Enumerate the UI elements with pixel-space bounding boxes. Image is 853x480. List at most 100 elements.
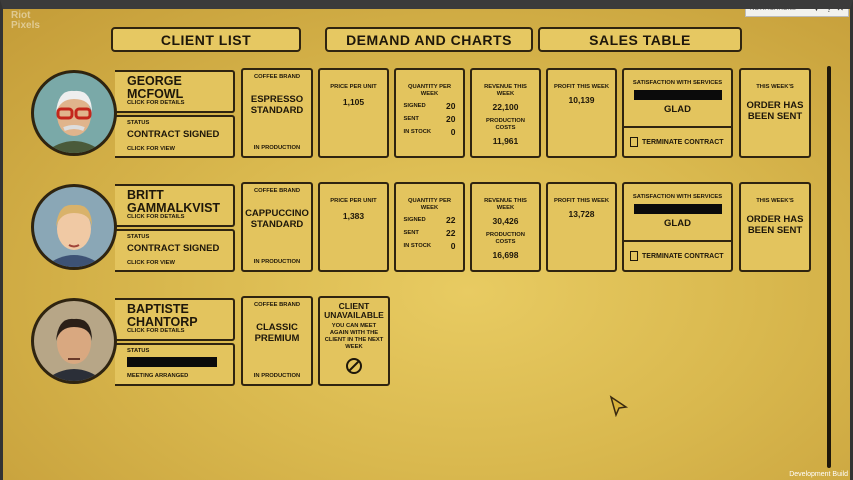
coffee-label: COFFEE BRAND (253, 74, 301, 80)
coffee-card: COFFEE BRAND CAPPUCCINO STANDARD IN PRODUC… (241, 182, 313, 272)
notifications-label: NOTIFICATIONS (750, 5, 796, 12)
price-card: PRICE PER UNIT 1,383 (318, 182, 389, 272)
client-name-panel[interactable]: GEORGE MCFOWL CLICK FOR DETAILS (115, 70, 235, 113)
satisfaction-redacted (633, 90, 722, 100)
client-portrait (31, 184, 117, 270)
satisfaction-panel: SATISFACTION WITH SERVICES GLAD (624, 184, 731, 242)
order-value: ORDER HAS BEEN SENT (746, 214, 804, 236)
client-name-panel[interactable]: BAPTISTE CHANTORP CLICK FOR DETAILS (115, 298, 235, 341)
quantity-row: SENT 20 (404, 114, 456, 124)
cursor (609, 395, 629, 422)
client-name: GEORGE MCFOWL (127, 74, 184, 101)
details-hint: CLICK FOR DETAILS (127, 328, 185, 334)
price-value: 1,105 (342, 97, 365, 107)
costs-label: PRODUCTION COSTS (486, 232, 525, 245)
quantity-row-value: 22 (446, 228, 456, 238)
portrait (34, 301, 114, 381)
coffee-card: COFFEE BRAND ESPRESSO STANDARD IN PRODUCTI… (241, 68, 313, 158)
tab-button[interactable]: DEMAND AND CHARTS (325, 27, 533, 52)
satisfaction-card: SATISFACTION WITH SERVICES GLAD TERMINATE … (622, 182, 733, 272)
profit-card: PROFIT THIS WEEK 13,728 (546, 182, 617, 272)
status-panel[interactable]: STATUS MEETING ARRANGED (115, 343, 235, 386)
scrollbar[interactable] (827, 66, 831, 468)
coffee-brand: ESPRESSO STANDARD (250, 94, 304, 116)
client-name: BAPTISTE CHANTORP (127, 302, 198, 329)
notifications-button[interactable]: NOTIFICATIONS ▼ ? ✕ (745, 3, 849, 17)
coffee-label: COFFEE BRAND (253, 188, 301, 194)
status-panel[interactable]: STATUS CONTRACT SIGNED CLICK FOR VIEW (115, 229, 235, 272)
satisfaction-label: SATISFACTION WITH SERVICES (632, 80, 723, 86)
client-name: BRITT GAMMALKVIST (127, 188, 221, 215)
tab-button[interactable]: SALES TABLE (538, 27, 742, 52)
profit-label: PROFIT THIS WEEK (553, 84, 610, 90)
details-hint: CLICK FOR DETAILS (127, 100, 185, 106)
revenue-label: REVENUE THIS WEEK (484, 198, 527, 211)
quantity-row-value: 0 (450, 127, 456, 137)
status-value: CONTRACT SIGNED (127, 129, 220, 140)
quantity-row-label: IN STOCK (403, 242, 432, 249)
profit-card: PROFIT THIS WEEK 10,139 (546, 68, 617, 158)
dropdown-icon: ▼ (812, 4, 821, 13)
quantity-row: IN STOCK 0 (404, 127, 456, 137)
no-entry-icon (346, 358, 362, 374)
quantity-label: QUANTITY PER WEEK (407, 198, 452, 211)
coffee-label: COFFEE BRAND (253, 302, 301, 308)
costs-value: 11,961 (492, 136, 519, 146)
price-card: PRICE PER UNIT 1,105 (318, 68, 389, 158)
coffee-state: IN PRODUCTION (253, 145, 301, 151)
quantity-row: SIGNED 20 (404, 101, 456, 111)
status-redacted (127, 357, 217, 367)
status-hint: MEETING ARRANGED (127, 373, 189, 379)
revenue-label: REVENUE THIS WEEK (484, 84, 527, 97)
quantity-row: SIGNED 22 (404, 215, 456, 225)
client-row: GEORGE MCFOWL CLICK FOR DETAILS STATUS CONT… (3, 68, 850, 160)
quantity-row-label: SENT (403, 115, 419, 122)
status-hint: CLICK FOR VIEW (127, 146, 175, 152)
quantity-card: QUANTITY PER WEEK SIGNED 22 SENT 22 IN STOCK 0 (394, 182, 465, 272)
profit-label: PROFIT THIS WEEK (553, 198, 610, 204)
close-icon: ✕ (836, 3, 844, 13)
document-icon (630, 137, 638, 147)
order-label: THIS WEEK'S (756, 198, 794, 204)
tab-button[interactable]: CLIENT LIST (111, 27, 301, 52)
satisfaction-value: GLAD (664, 104, 691, 115)
revenue-card: REVENUE THIS WEEK 30,426 PRODUCTION COSTS 1… (470, 182, 541, 272)
coffee-brand: CLASSIC PREMIUM (254, 322, 300, 344)
coffee-state: IN PRODUCTION (253, 259, 301, 265)
status-value: CONTRACT SIGNED (127, 243, 220, 254)
client-name-panel[interactable]: BRITT GAMMALKVIST CLICK FOR DETAILS (115, 184, 235, 227)
quantity-row-value: 20 (446, 114, 456, 124)
document-icon (630, 251, 638, 261)
quantity-row-label: IN STOCK (403, 128, 432, 135)
portrait (34, 73, 114, 153)
price-label: PRICE PER UNIT (330, 198, 377, 204)
status-label: STATUS (127, 348, 150, 354)
quantity-row-value: 20 (446, 101, 456, 111)
profit-value: 13,728 (568, 209, 595, 219)
quantity-row-label: SIGNED (403, 216, 426, 223)
order-label: THIS WEEK'S (756, 84, 794, 90)
costs-value: 16,698 (492, 250, 519, 260)
revenue-card: REVENUE THIS WEEK 22,100 PRODUCTION COSTS 1… (470, 68, 541, 158)
coffee-card: COFFEE BRAND CLASSIC PREMIUM IN PRODUCTION (241, 296, 313, 386)
coffee-brand: CAPPUCCINO STANDARD (245, 208, 309, 230)
terminate-button[interactable]: TERMINATE CONTRACT (624, 128, 731, 156)
unavailable-icon (345, 357, 363, 380)
client-portrait (31, 70, 117, 156)
help-icon: ? (826, 3, 832, 14)
unavailable-title: CLIENT UNAVAILABLE (324, 301, 384, 320)
quantity-row-label: SENT (403, 229, 419, 236)
quantity-row: SENT 22 (404, 228, 456, 238)
profit-value: 10,139 (568, 95, 595, 105)
client-row: BRITT GAMMALKVIST CLICK FOR DETAILS STATUS… (3, 182, 850, 274)
status-panel[interactable]: STATUS CONTRACT SIGNED CLICK FOR VIEW (115, 115, 235, 158)
quantity-row-label: SIGNED (403, 102, 426, 109)
revenue-value: 30,426 (492, 216, 519, 226)
terminate-button[interactable]: TERMINATE CONTRACT (624, 242, 731, 270)
price-label: PRICE PER UNIT (330, 84, 377, 90)
satisfaction-card: SATISFACTION WITH SERVICES GLAD TERMINATE … (622, 68, 733, 158)
details-hint: CLICK FOR DETAILS (127, 214, 185, 220)
quantity-card: QUANTITY PER WEEK SIGNED 20 SENT 20 IN STOCK 0 (394, 68, 465, 158)
order-value: ORDER HAS BEEN SENT (746, 100, 804, 122)
